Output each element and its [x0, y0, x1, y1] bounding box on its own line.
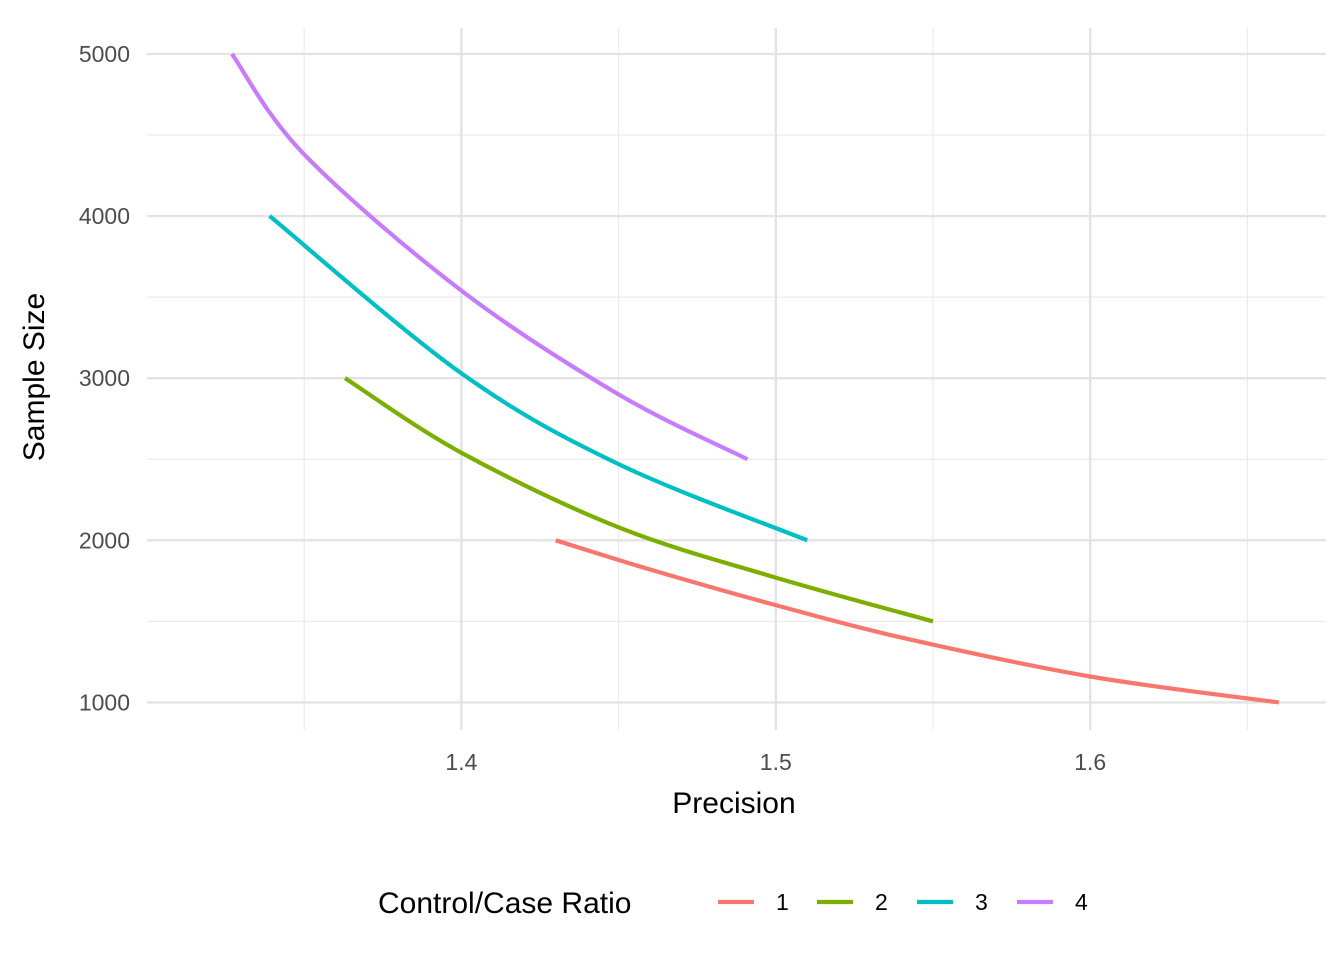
series-line-1 [555, 538, 1280, 705]
series-line-4 [230, 52, 749, 462]
legend-label-2: 2 [875, 889, 888, 915]
series-line-3 [268, 214, 809, 543]
y-axis-title: Sample Size [18, 293, 51, 461]
y-tick-label: 5000 [79, 41, 130, 67]
series-line-2 [343, 376, 934, 624]
legend-title: Control/Case Ratio [378, 887, 631, 920]
y-tick-label: 3000 [79, 365, 130, 391]
x-tick-label: 1.4 [445, 749, 477, 775]
grid-major [147, 28, 1326, 730]
legend-items: 1 2 3 4 [718, 889, 1088, 915]
legend-label-3: 3 [975, 889, 988, 915]
legend-label-1: 1 [776, 889, 789, 915]
y-tick-label: 2000 [79, 527, 130, 553]
x-tick-label: 1.6 [1074, 749, 1106, 775]
legend: Control/Case Ratio 1 2 3 4 [378, 887, 1088, 920]
x-tick-label: 1.5 [760, 749, 792, 775]
x-axis-title: Precision [672, 787, 795, 820]
x-tick-labels: 1.4 1.5 1.6 [445, 749, 1106, 775]
grid-minor [147, 28, 1326, 730]
series-lines [230, 52, 1280, 705]
y-tick-label: 1000 [79, 689, 130, 715]
legend-label-4: 4 [1075, 889, 1088, 915]
y-tick-labels: 1000 2000 3000 4000 5000 [79, 41, 130, 715]
y-tick-label: 4000 [79, 203, 130, 229]
